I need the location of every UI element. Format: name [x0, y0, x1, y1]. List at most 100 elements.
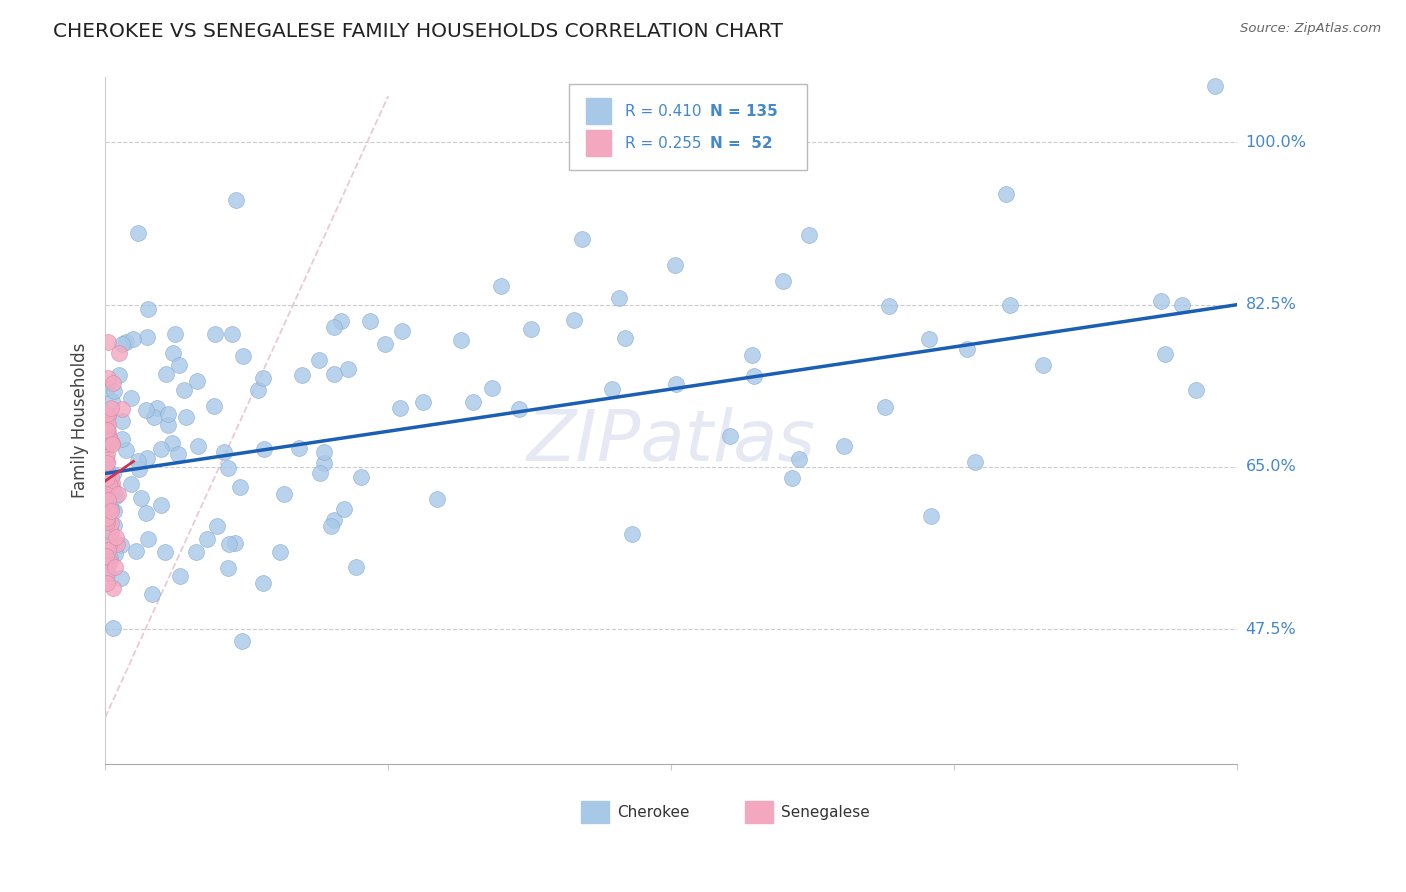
Point — [562, 312, 585, 326]
Point — [489, 279, 512, 293]
FancyBboxPatch shape — [569, 85, 807, 170]
Point — [273, 487, 295, 501]
Text: 65.0%: 65.0% — [1246, 459, 1296, 475]
Point — [252, 576, 274, 591]
Point — [104, 560, 127, 574]
Point — [218, 537, 240, 551]
Point — [97, 465, 120, 479]
Point — [1154, 347, 1177, 361]
Point — [613, 330, 636, 344]
Point — [127, 226, 149, 240]
Point — [665, 376, 688, 391]
Text: ZIPatlas: ZIPatlas — [527, 407, 815, 475]
Point — [217, 461, 239, 475]
Point — [94, 425, 117, 439]
Point — [103, 504, 125, 518]
Point — [253, 442, 276, 457]
Point — [94, 549, 117, 564]
Point — [107, 487, 129, 501]
Point — [94, 434, 117, 448]
Point — [96, 370, 118, 384]
Y-axis label: Family Households: Family Households — [72, 343, 89, 499]
Bar — [586, 98, 612, 124]
Point — [96, 407, 118, 421]
Point — [1171, 298, 1194, 312]
Point — [330, 313, 353, 327]
Point — [742, 369, 765, 384]
Point — [607, 291, 630, 305]
Text: R = 0.255: R = 0.255 — [624, 136, 702, 151]
Point — [344, 559, 367, 574]
Point — [96, 471, 118, 485]
Point — [600, 382, 623, 396]
Point — [98, 504, 121, 518]
Point — [143, 410, 166, 425]
Point — [96, 423, 118, 437]
Point — [388, 401, 411, 416]
Point — [450, 333, 472, 347]
Point — [508, 402, 530, 417]
Point — [136, 301, 159, 316]
Point — [231, 633, 253, 648]
Point — [187, 439, 209, 453]
Point — [186, 545, 208, 559]
Point — [100, 475, 122, 490]
Point — [101, 581, 124, 595]
Point — [96, 436, 118, 450]
Point — [956, 342, 979, 356]
Point — [1032, 358, 1054, 372]
Point — [129, 491, 152, 506]
Point — [125, 544, 148, 558]
Point — [94, 495, 117, 509]
Point — [207, 519, 229, 533]
Point — [232, 349, 254, 363]
Point — [121, 477, 143, 491]
Point — [100, 516, 122, 530]
Point — [101, 393, 124, 408]
Point — [195, 532, 218, 546]
Point — [101, 435, 124, 450]
Point — [98, 433, 121, 447]
Point — [105, 489, 128, 503]
Point — [920, 509, 942, 524]
Point — [621, 527, 644, 541]
Point — [214, 444, 236, 458]
Point — [111, 402, 134, 417]
Text: N =  52: N = 52 — [710, 136, 772, 151]
Point — [155, 367, 177, 381]
Point — [336, 362, 359, 376]
Point — [100, 504, 122, 518]
Bar — [581, 802, 609, 823]
Point — [96, 455, 118, 469]
Point — [309, 466, 332, 480]
Point — [308, 353, 330, 368]
Text: R = 0.410: R = 0.410 — [624, 103, 702, 119]
Point — [1150, 293, 1173, 308]
Point — [96, 576, 118, 591]
Point — [115, 334, 138, 349]
Bar — [586, 130, 612, 156]
Point — [391, 324, 413, 338]
Point — [94, 484, 117, 499]
Point — [186, 374, 208, 388]
Point — [97, 566, 120, 580]
Point — [150, 442, 173, 456]
Point — [97, 538, 120, 552]
Point — [97, 424, 120, 438]
Point — [105, 537, 128, 551]
Point — [571, 232, 593, 246]
Point — [127, 454, 149, 468]
Point — [103, 384, 125, 399]
Point — [322, 320, 344, 334]
Point — [107, 368, 129, 382]
Point — [224, 535, 246, 549]
Point — [1000, 298, 1022, 312]
Point — [269, 545, 291, 559]
Point — [97, 409, 120, 423]
Point — [461, 395, 484, 409]
Point — [100, 524, 122, 539]
Point — [323, 513, 346, 527]
Point — [101, 437, 124, 451]
Point — [229, 480, 252, 494]
Point — [202, 399, 225, 413]
